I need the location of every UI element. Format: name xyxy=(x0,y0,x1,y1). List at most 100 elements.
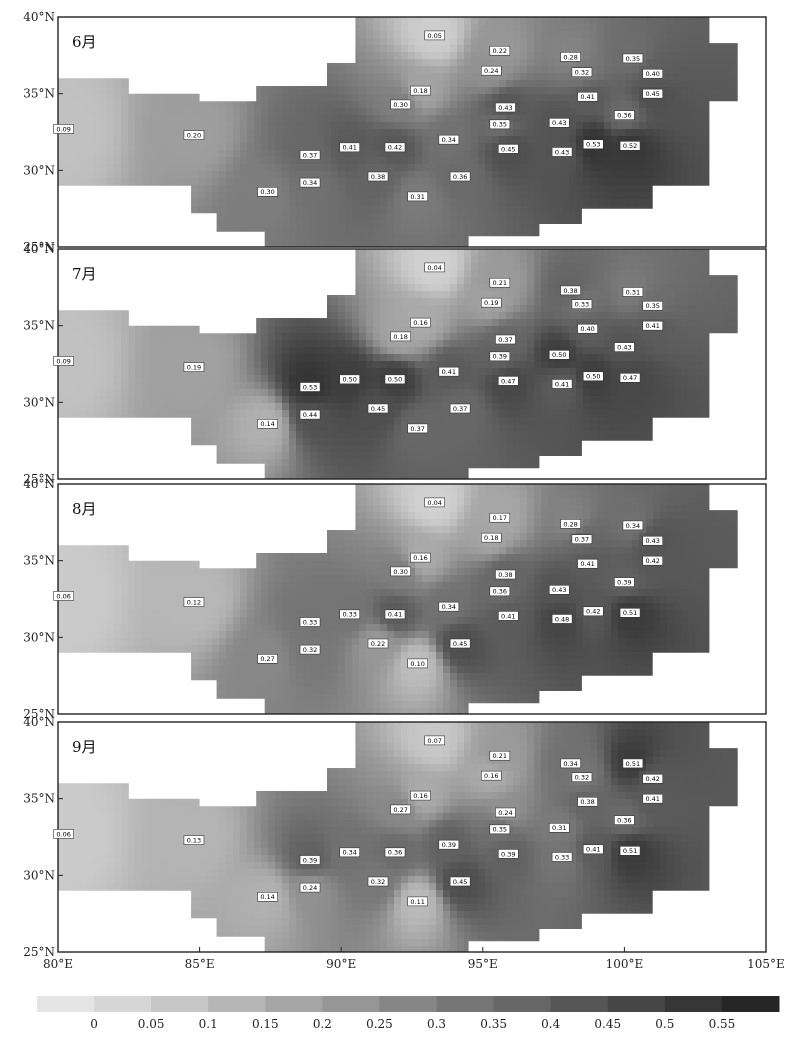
station-label: 0.31 xyxy=(407,191,428,202)
station-label: 0.38 xyxy=(560,285,581,296)
colorbar-tick-label: 0.55 xyxy=(709,1017,736,1031)
station-label: 0.30 xyxy=(390,99,411,110)
station-value: 0.42 xyxy=(586,608,600,616)
station-label: 0.36 xyxy=(449,171,471,182)
station-label: 0.43 xyxy=(548,118,570,128)
station-value: 0.16 xyxy=(484,772,498,780)
lat-tick-label: 40°N xyxy=(23,715,55,729)
station-value: 0.38 xyxy=(563,287,577,295)
station-value: 0.37 xyxy=(410,425,424,433)
station-value: 0.36 xyxy=(453,173,467,181)
station-label: 0.27 xyxy=(257,653,278,664)
lon-tick-label: 80°E xyxy=(43,957,73,971)
station-label: 0.34 xyxy=(560,758,581,769)
station-value: 0.12 xyxy=(187,598,201,606)
station-label: 0.41 xyxy=(551,379,573,389)
station-label: 0.50 xyxy=(582,371,604,382)
colorbar-swatch xyxy=(607,996,666,1012)
station-label: 0.30 xyxy=(390,566,411,577)
station-label: 0.50 xyxy=(548,349,570,360)
station-label: 0.27 xyxy=(390,804,411,815)
station-label: 0.33 xyxy=(551,852,573,862)
station-label: 0.39 xyxy=(497,849,519,859)
no-data-mask xyxy=(58,484,766,714)
station-label: 0.37 xyxy=(571,534,593,545)
station-value: 0.36 xyxy=(388,849,402,857)
station-value: 0.21 xyxy=(493,279,507,287)
station-value: 0.32 xyxy=(575,69,589,77)
station-label: 0.52 xyxy=(619,141,641,151)
colorbar-tick-label: 0.1 xyxy=(199,1017,218,1031)
station-value: 0.04 xyxy=(427,264,441,272)
station-value: 0.30 xyxy=(393,101,407,109)
station-value: 0.35 xyxy=(645,302,659,310)
station-label: 0.14 xyxy=(257,418,278,429)
station-value: 0.30 xyxy=(260,188,274,196)
station-value: 0.19 xyxy=(484,299,498,307)
station-value: 0.52 xyxy=(623,142,637,150)
station-label: 0.45 xyxy=(367,403,389,414)
station-label: 0.06 xyxy=(53,591,74,601)
colorbar-tick-label: 0.35 xyxy=(480,1017,507,1031)
station-value: 0.51 xyxy=(626,760,640,768)
lat-tick-label: 25°N xyxy=(23,472,55,486)
station-label: 0.43 xyxy=(614,342,635,352)
station-label: 0.43 xyxy=(642,535,664,546)
station-value: 0.28 xyxy=(563,53,577,61)
station-value: 0.41 xyxy=(580,560,594,568)
station-label: 0.38 xyxy=(577,796,598,807)
station-value: 0.27 xyxy=(260,655,274,663)
station-value: 0.34 xyxy=(563,760,577,768)
station-value: 0.42 xyxy=(388,144,402,152)
station-label: 0.41 xyxy=(384,609,406,620)
station-value: 0.47 xyxy=(623,374,637,382)
station-value: 0.09 xyxy=(56,357,70,365)
station-label: 0.41 xyxy=(642,320,664,331)
station-label: 0.33 xyxy=(571,299,593,310)
station-value: 0.41 xyxy=(555,380,569,388)
month-label: 9月 xyxy=(72,738,97,756)
station-label: 0.16 xyxy=(410,790,431,801)
station-value: 0.42 xyxy=(645,775,659,783)
station-label: 0.42 xyxy=(582,606,604,617)
colorbar-tick-label: 0.05 xyxy=(138,1017,165,1031)
lon-tick-label: 95°E xyxy=(468,957,498,971)
station-label: 0.21 xyxy=(489,277,511,288)
station-value: 0.18 xyxy=(484,534,498,542)
station-label: 0.05 xyxy=(424,30,445,41)
station-value: 0.43 xyxy=(645,537,659,545)
station-label: 0.47 xyxy=(497,376,519,386)
colorbar-tick-label: 0.4 xyxy=(541,1017,560,1031)
station-value: 0.32 xyxy=(575,774,589,782)
station-value: 0.43 xyxy=(555,148,569,156)
station-label: 0.39 xyxy=(438,839,460,850)
station-value: 0.43 xyxy=(552,119,566,127)
colorbar-tick-label: 0.45 xyxy=(594,1017,621,1031)
station-value: 0.30 xyxy=(393,568,407,576)
station-label: 0.36 xyxy=(614,110,635,120)
station-label: 0.37 xyxy=(407,423,428,434)
station-value: 0.16 xyxy=(413,792,427,800)
station-label: 0.19 xyxy=(183,362,205,372)
lat-tick-label: 25°N xyxy=(23,945,55,959)
station-value: 0.43 xyxy=(552,586,566,594)
lat-tick-label: 30°N xyxy=(23,868,55,882)
station-label: 0.35 xyxy=(489,119,511,130)
colorbar-tick-label: 0.5 xyxy=(655,1017,674,1031)
station-value: 0.21 xyxy=(493,752,507,760)
station-value: 0.14 xyxy=(260,420,274,428)
station-value: 0.53 xyxy=(303,383,317,391)
station-value: 0.34 xyxy=(626,522,640,530)
field-raster xyxy=(58,722,766,952)
station-value: 0.41 xyxy=(501,612,515,620)
station-value: 0.38 xyxy=(371,173,385,181)
lat-tick-label: 30°N xyxy=(23,395,55,409)
station-value: 0.32 xyxy=(371,878,385,886)
lat-tick-label: 35°N xyxy=(23,319,55,333)
station-label: 0.53 xyxy=(299,382,321,392)
station-value: 0.14 xyxy=(260,893,274,901)
station-value: 0.19 xyxy=(187,363,201,371)
station-value: 0.47 xyxy=(501,377,515,385)
field-raster xyxy=(58,484,766,714)
station-label: 0.50 xyxy=(339,374,360,385)
